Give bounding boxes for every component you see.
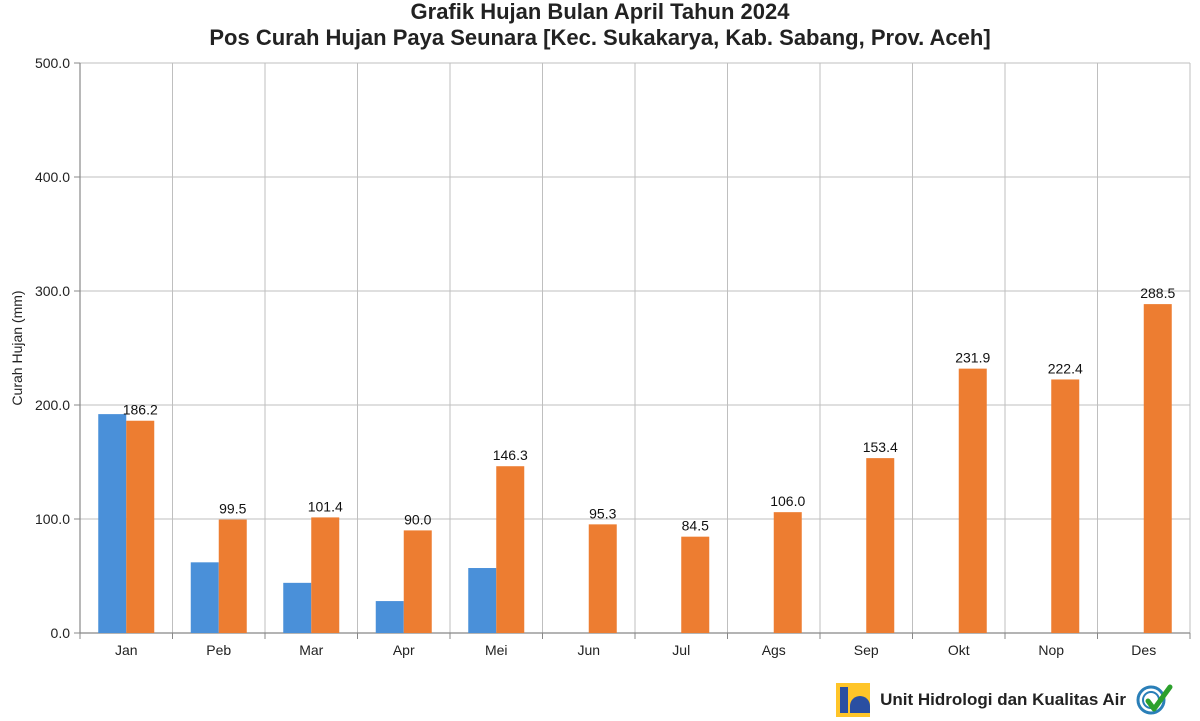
bar-value-label: 99.5: [219, 500, 246, 516]
bar-orange: [1051, 379, 1079, 633]
bar-orange: [589, 524, 617, 633]
bar-value-label: 186.2: [123, 402, 158, 418]
x-tick-label: Sep: [854, 642, 879, 658]
ministry-logo-icon: [836, 683, 870, 717]
y-tick-label: 300.0: [35, 283, 70, 299]
bar-orange: [866, 458, 894, 633]
bar-orange: [311, 517, 339, 633]
bar-orange: [774, 512, 802, 633]
y-tick-label: 200.0: [35, 397, 70, 413]
x-tick-label: Mar: [299, 642, 323, 658]
bar-value-label: 146.3: [493, 447, 528, 463]
y-tick-label: 400.0: [35, 169, 70, 185]
x-tick-label: Ags: [762, 642, 786, 658]
bar-blue: [283, 583, 311, 633]
chart-title-line2: Pos Curah Hujan Paya Seunara [Kec. Sukak…: [0, 24, 1200, 53]
x-tick-label: Mei: [485, 642, 508, 658]
bar-value-label: 95.3: [589, 505, 616, 521]
y-tick-label: 0.0: [51, 625, 71, 641]
bar-orange: [681, 536, 709, 632]
rainfall-chart: 0.0 100.0 200.0 300.0 400.0 500.0 186.2 Jan 99.5…: [0, 53, 1200, 673]
bar-orange: [219, 519, 247, 632]
x-tick-label: Jun: [577, 642, 600, 658]
bar-value-label: 288.5: [1140, 285, 1175, 301]
x-tick-label: Nop: [1038, 642, 1064, 658]
iso-badge-icon: [1136, 683, 1170, 717]
bar-blue: [468, 568, 496, 633]
bar-value-label: 153.4: [863, 439, 898, 455]
bar-blue: [98, 414, 126, 633]
x-tick-label: Okt: [948, 642, 970, 658]
x-tick-label: Jan: [115, 642, 138, 658]
bar-orange: [126, 421, 154, 633]
footer: Unit Hidrologi dan Kualitas Air: [0, 679, 1200, 721]
bar-orange: [496, 466, 524, 633]
bar-value-label: 101.4: [308, 498, 343, 514]
y-axis-title: Curah Hujan (mm): [9, 290, 25, 405]
bar-orange: [404, 530, 432, 633]
y-tick-label: 500.0: [35, 55, 70, 71]
x-tick-label: Des: [1131, 642, 1156, 658]
bar-value-label: 84.5: [682, 517, 709, 533]
bar-value-label: 231.9: [955, 349, 990, 365]
bar-blue: [191, 562, 219, 633]
chart-title-block: Grafik Hujan Bulan April Tahun 2024 Pos …: [0, 0, 1200, 53]
x-tick-label: Peb: [206, 642, 231, 658]
bar-orange: [959, 368, 987, 632]
bar-value-label: 90.0: [404, 511, 431, 527]
chart-title-line1: Grafik Hujan Bulan April Tahun 2024: [0, 0, 1200, 24]
bar-blue: [376, 601, 404, 633]
bar-value-label: 222.4: [1048, 360, 1083, 376]
footer-org-text: Unit Hidrologi dan Kualitas Air: [880, 690, 1126, 710]
x-tick-label: Jul: [672, 642, 690, 658]
bar-orange: [1144, 304, 1172, 633]
y-tick-label: 100.0: [35, 511, 70, 527]
x-tick-label: Apr: [393, 642, 415, 658]
bar-value-label: 106.0: [770, 493, 805, 509]
